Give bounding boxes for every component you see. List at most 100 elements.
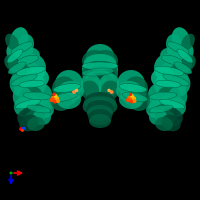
Ellipse shape [167, 42, 187, 60]
Ellipse shape [82, 61, 110, 85]
Ellipse shape [20, 96, 44, 114]
Ellipse shape [155, 80, 181, 88]
Ellipse shape [84, 54, 116, 70]
Ellipse shape [10, 73, 30, 97]
Ellipse shape [174, 62, 192, 74]
Circle shape [76, 89, 78, 91]
Ellipse shape [122, 92, 148, 102]
Ellipse shape [122, 86, 146, 106]
Ellipse shape [149, 105, 173, 113]
Ellipse shape [154, 75, 176, 95]
Ellipse shape [181, 34, 195, 50]
Circle shape [50, 99, 53, 101]
Circle shape [23, 127, 25, 129]
Circle shape [110, 91, 113, 93]
Ellipse shape [86, 87, 114, 105]
Ellipse shape [14, 75, 40, 97]
Ellipse shape [83, 96, 109, 114]
Ellipse shape [94, 50, 118, 70]
Ellipse shape [149, 109, 167, 125]
Ellipse shape [11, 42, 33, 54]
Ellipse shape [5, 34, 19, 50]
Circle shape [133, 100, 136, 102]
Ellipse shape [82, 68, 114, 76]
Ellipse shape [15, 99, 41, 109]
Ellipse shape [13, 86, 33, 110]
Ellipse shape [148, 82, 176, 106]
Circle shape [73, 91, 75, 93]
Ellipse shape [170, 73, 190, 97]
Circle shape [54, 95, 57, 97]
Ellipse shape [22, 54, 46, 82]
Ellipse shape [86, 70, 114, 88]
Ellipse shape [149, 92, 177, 100]
Ellipse shape [85, 83, 115, 101]
Ellipse shape [116, 81, 142, 101]
Circle shape [130, 99, 134, 103]
Circle shape [53, 93, 55, 95]
Ellipse shape [157, 86, 181, 108]
Ellipse shape [160, 48, 178, 64]
Ellipse shape [12, 64, 34, 90]
Ellipse shape [82, 62, 118, 70]
Ellipse shape [82, 54, 118, 86]
Circle shape [108, 89, 110, 91]
Ellipse shape [154, 66, 184, 76]
Ellipse shape [166, 97, 186, 117]
Ellipse shape [86, 44, 114, 68]
Ellipse shape [11, 74, 37, 86]
Ellipse shape [7, 49, 23, 63]
Ellipse shape [128, 89, 150, 111]
Ellipse shape [58, 81, 84, 101]
Ellipse shape [18, 34, 34, 54]
Ellipse shape [166, 34, 182, 54]
Ellipse shape [8, 62, 26, 74]
Ellipse shape [81, 81, 99, 100]
Ellipse shape [146, 100, 168, 118]
Ellipse shape [8, 53, 26, 73]
Ellipse shape [50, 89, 72, 111]
Ellipse shape [161, 108, 183, 126]
Ellipse shape [13, 42, 33, 60]
Ellipse shape [25, 68, 49, 88]
Ellipse shape [82, 50, 106, 70]
Ellipse shape [22, 48, 40, 64]
Ellipse shape [160, 75, 186, 97]
Ellipse shape [99, 73, 119, 97]
Ellipse shape [161, 115, 181, 131]
Ellipse shape [161, 55, 183, 65]
Ellipse shape [155, 117, 173, 131]
Ellipse shape [6, 43, 24, 65]
Circle shape [127, 99, 129, 101]
Ellipse shape [52, 76, 76, 100]
Ellipse shape [159, 99, 185, 109]
Ellipse shape [16, 62, 42, 86]
Ellipse shape [119, 84, 147, 92]
Ellipse shape [89, 114, 111, 128]
Ellipse shape [119, 91, 143, 109]
Circle shape [128, 96, 131, 100]
Circle shape [133, 97, 135, 100]
Circle shape [10, 172, 12, 174]
Ellipse shape [151, 68, 175, 88]
Circle shape [131, 95, 133, 97]
Ellipse shape [24, 75, 46, 95]
Circle shape [22, 130, 23, 131]
Ellipse shape [156, 96, 180, 114]
Ellipse shape [88, 109, 112, 125]
Ellipse shape [84, 92, 116, 112]
Ellipse shape [91, 96, 117, 114]
Ellipse shape [54, 86, 78, 106]
Ellipse shape [147, 92, 173, 112]
Ellipse shape [25, 110, 45, 126]
Ellipse shape [180, 55, 196, 71]
Ellipse shape [155, 110, 175, 126]
Ellipse shape [167, 86, 187, 110]
Ellipse shape [17, 108, 39, 126]
Ellipse shape [22, 104, 46, 120]
Ellipse shape [19, 80, 45, 88]
Circle shape [20, 128, 22, 130]
Circle shape [51, 96, 55, 100]
Ellipse shape [166, 64, 188, 90]
Ellipse shape [57, 91, 81, 109]
